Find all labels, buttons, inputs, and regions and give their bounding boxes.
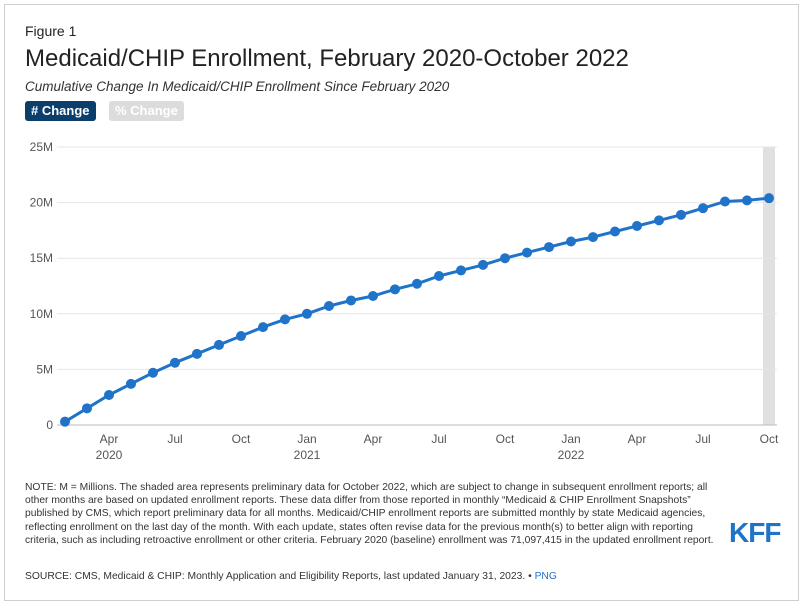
data-point: [610, 226, 620, 237]
x-tick-year-label: 2021: [294, 448, 321, 462]
data-point: [434, 270, 444, 281]
data-point: [236, 331, 246, 342]
data-point: [522, 247, 532, 258]
data-point: [632, 220, 642, 231]
data-point: [82, 403, 92, 414]
y-tick-label: 10M: [30, 307, 53, 321]
x-tick-label: Apr: [364, 432, 383, 446]
x-tick-label: Jan: [561, 432, 580, 446]
data-point: [214, 339, 224, 350]
y-tick-label: 15M: [30, 251, 53, 265]
figure-container: Figure 1 Medicaid/CHIP Enrollment, Febru…: [4, 4, 799, 601]
chart-note: NOTE: M = Millions. The shaded area repr…: [25, 482, 714, 546]
data-point: [588, 232, 598, 243]
data-point: [368, 291, 378, 302]
data-point: [654, 215, 664, 226]
chart-subtitle: Cumulative Change In Medicaid/CHIP Enrol…: [25, 79, 450, 94]
data-point: [698, 203, 708, 214]
x-tick-label: Jul: [695, 432, 710, 446]
x-tick-label: Jul: [431, 432, 446, 446]
data-point: [170, 357, 180, 368]
data-point: [324, 301, 334, 312]
enrollment-series-line: [64, 196, 770, 423]
x-tick-year-label: 2022: [558, 448, 585, 462]
data-point: [742, 195, 752, 206]
x-tick-year-label: 2020: [96, 448, 123, 462]
data-point: [720, 196, 730, 207]
x-tick-label: Apr: [100, 432, 119, 446]
chart-source: SOURCE: CMS, Medicaid & CHIP: Monthly Ap…: [25, 571, 557, 582]
kff-logo-text: KFF: [729, 519, 781, 545]
x-tick-label: Oct: [232, 432, 251, 446]
data-point: [764, 193, 774, 204]
data-point: [346, 295, 356, 306]
data-point: [280, 314, 290, 325]
data-point: [676, 209, 686, 220]
chart-title: Medicaid/CHIP Enrollment, February 2020-…: [25, 45, 629, 72]
data-point: [456, 265, 466, 276]
data-point: [148, 367, 158, 378]
data-point: [412, 278, 422, 289]
x-tick-label: Jul: [167, 432, 182, 446]
data-point: [500, 253, 510, 264]
data-point: [478, 259, 488, 270]
x-tick-label: Oct: [496, 432, 515, 446]
y-tick-label: 0: [46, 418, 53, 432]
png-download-link[interactable]: PNG: [534, 571, 557, 582]
data-point: [104, 389, 114, 400]
figure-label: Figure 1: [25, 23, 77, 39]
data-point: [302, 308, 312, 319]
count-change-toggle[interactable]: # Change: [25, 101, 96, 121]
percent-change-toggle[interactable]: % Change: [109, 101, 184, 121]
data-point: [258, 322, 268, 333]
data-point: [544, 242, 554, 253]
data-point: [126, 378, 136, 389]
y-tick-label: 5M: [36, 362, 53, 376]
x-tick-label: Apr: [628, 432, 647, 446]
source-text: SOURCE: CMS, Medicaid & CHIP: Monthly Ap…: [25, 571, 532, 582]
kff-logo: KFF: [729, 519, 781, 545]
data-point: [390, 284, 400, 295]
y-tick-label: 25M: [30, 140, 53, 154]
x-tick-label: Oct: [760, 432, 779, 446]
y-tick-label: 20M: [30, 196, 53, 210]
enrollment-line-chart: 0 5M 10M 15M 20M 25M Apr 2020 Jul Oct Jan 2021 Apr Ju…: [30, 140, 779, 462]
x-tick-label: Jan: [297, 432, 316, 446]
data-point: [60, 416, 70, 427]
preliminary-shaded-band: [763, 147, 775, 425]
data-point: [566, 236, 576, 247]
data-point: [192, 348, 202, 359]
